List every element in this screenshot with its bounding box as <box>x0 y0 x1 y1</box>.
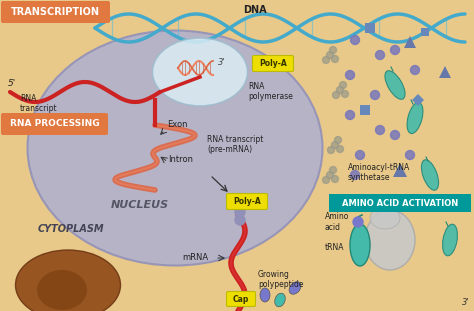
Text: tRNA: tRNA <box>325 244 345 253</box>
Circle shape <box>350 35 359 44</box>
Text: CYTOPLASM: CYTOPLASM <box>38 224 105 234</box>
Circle shape <box>410 66 419 75</box>
Circle shape <box>341 91 348 98</box>
Circle shape <box>375 126 384 134</box>
Circle shape <box>331 175 338 183</box>
Ellipse shape <box>385 71 405 99</box>
Circle shape <box>335 137 341 143</box>
Circle shape <box>391 131 400 140</box>
Text: 3': 3' <box>462 298 470 307</box>
Ellipse shape <box>365 210 415 270</box>
FancyBboxPatch shape <box>253 55 293 72</box>
Circle shape <box>329 47 337 53</box>
Text: RNA
polymerase: RNA polymerase <box>248 82 293 101</box>
Text: NUCLEUS: NUCLEUS <box>111 200 169 210</box>
Circle shape <box>327 171 334 179</box>
Text: RNA transcript
(pre-mRNA): RNA transcript (pre-mRNA) <box>207 135 264 154</box>
Ellipse shape <box>350 224 370 266</box>
Circle shape <box>353 217 363 227</box>
Circle shape <box>235 207 245 217</box>
Circle shape <box>337 146 344 152</box>
Ellipse shape <box>153 38 247 106</box>
Ellipse shape <box>289 282 301 294</box>
FancyBboxPatch shape <box>329 194 471 212</box>
Circle shape <box>346 71 355 80</box>
Text: 5': 5' <box>8 79 16 88</box>
FancyBboxPatch shape <box>1 1 110 23</box>
Text: AMINO ACID ACTIVATION: AMINO ACID ACTIVATION <box>342 198 458 207</box>
Text: Aminoacyl-tRNA
synthetase: Aminoacyl-tRNA synthetase <box>348 163 410 182</box>
Circle shape <box>346 110 355 119</box>
Circle shape <box>332 91 339 99</box>
Ellipse shape <box>370 207 400 229</box>
Ellipse shape <box>443 224 457 256</box>
Circle shape <box>371 91 380 100</box>
Circle shape <box>235 215 245 225</box>
Circle shape <box>331 55 338 63</box>
Ellipse shape <box>260 288 270 302</box>
FancyBboxPatch shape <box>1 113 108 135</box>
Circle shape <box>339 81 346 89</box>
Text: 3': 3' <box>218 58 226 67</box>
Circle shape <box>350 170 359 179</box>
Ellipse shape <box>421 160 438 190</box>
Ellipse shape <box>27 30 322 266</box>
Circle shape <box>327 52 334 58</box>
Text: Intron: Intron <box>168 155 193 164</box>
Circle shape <box>329 166 337 174</box>
Circle shape <box>328 146 335 154</box>
Circle shape <box>375 50 384 59</box>
Text: mRNA: mRNA <box>182 253 208 262</box>
FancyBboxPatch shape <box>227 291 255 307</box>
Circle shape <box>331 142 338 148</box>
Circle shape <box>405 151 414 160</box>
Circle shape <box>356 151 365 160</box>
Text: Cap: Cap <box>233 295 249 304</box>
Text: Exon: Exon <box>167 120 188 129</box>
Text: RNA PROCESSING: RNA PROCESSING <box>10 119 100 128</box>
Text: Poly-A: Poly-A <box>259 59 287 68</box>
Ellipse shape <box>275 293 285 307</box>
Circle shape <box>337 86 344 94</box>
FancyBboxPatch shape <box>227 193 267 210</box>
Text: RNA
transcript: RNA transcript <box>20 94 58 114</box>
Text: DNA: DNA <box>243 5 267 15</box>
Text: TRANSCRIPTION: TRANSCRIPTION <box>10 7 100 17</box>
Ellipse shape <box>407 102 423 133</box>
Circle shape <box>322 177 329 183</box>
Circle shape <box>322 57 329 63</box>
Circle shape <box>391 45 400 54</box>
Ellipse shape <box>37 270 87 310</box>
Text: Growing
polypeptide: Growing polypeptide <box>258 270 303 290</box>
Text: Poly-A: Poly-A <box>233 197 261 206</box>
Text: Amino
acid: Amino acid <box>325 212 349 232</box>
Ellipse shape <box>16 250 120 311</box>
